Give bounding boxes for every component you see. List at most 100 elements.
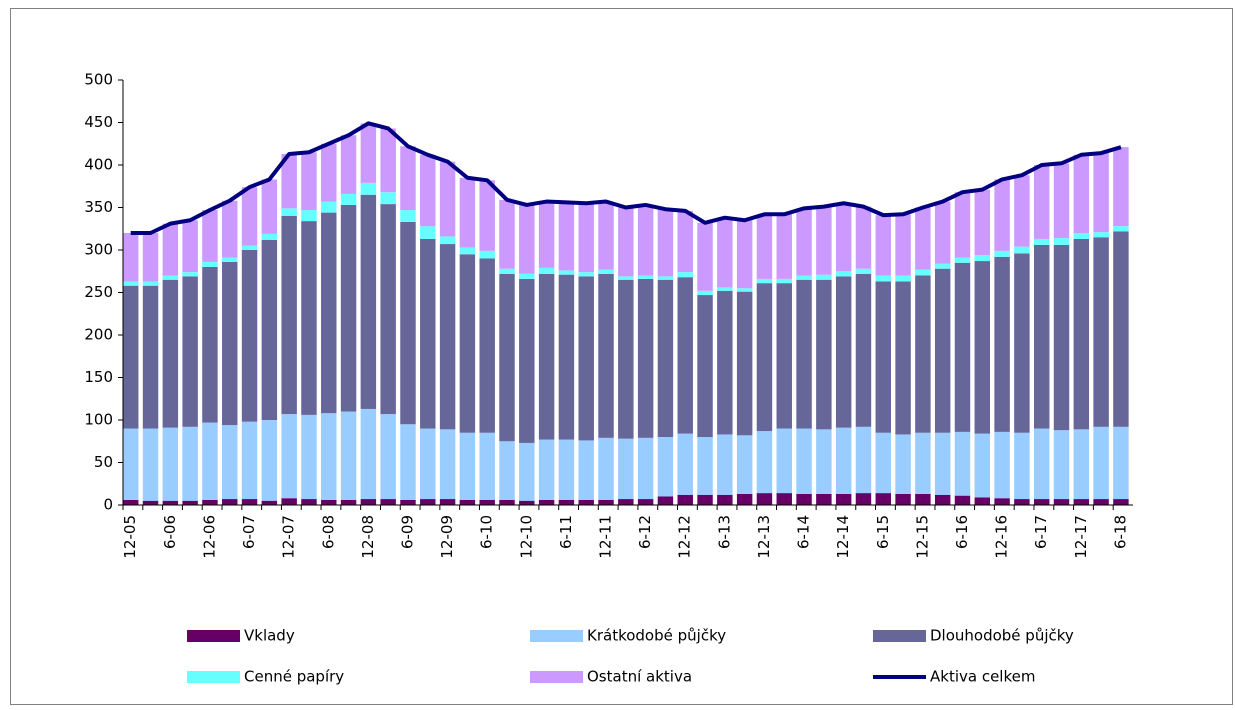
bar-segment [915,207,931,270]
legend-swatch [530,630,583,642]
bar-segment [994,431,1010,499]
bar-segment [479,499,495,505]
bar-segment [1033,499,1050,505]
bar-segment [736,291,753,436]
bar-segment [1113,426,1129,500]
bar-segment [657,496,674,505]
bar-segment [301,221,317,415]
bar-segment [776,428,792,494]
bar-segment [637,499,654,505]
bar-segment [816,429,832,494]
bar-segment [321,413,337,500]
x-tick-label: 12-14 [834,515,852,559]
bar-segment [1093,232,1109,238]
bar-segment [400,221,416,425]
bar-segment [598,269,614,274]
bar-segment [499,441,515,500]
bar-segment [657,279,674,437]
bar-segment [1113,147,1129,227]
bar-segment [855,206,872,269]
bar-segment [915,432,931,494]
bar-segment [519,442,535,501]
bar-segment [637,204,654,276]
bar-segment [637,275,654,279]
bar-segment [241,499,258,505]
bar-segment [697,222,713,291]
bar-segment [954,257,971,263]
bar-segment [796,208,812,276]
total-line [130,121,1122,235]
bar-segment [895,281,911,435]
bar-segment [1073,154,1090,233]
bar-segment [677,494,693,505]
bar-segment [360,499,377,505]
bar-segment [915,493,931,505]
bar-segment [281,208,297,216]
legend-label: Cenné papíry [244,668,344,686]
legend-label: Krátkodobé půjčky [587,627,726,645]
bar-segment [202,261,218,267]
x-tick-label: 12-08 [359,515,377,559]
bar-segment [578,499,594,505]
bar-segment [875,275,891,282]
bar-segment [558,499,575,505]
bar-segment [261,420,278,501]
bar-segment [618,438,634,500]
x-tick-label: 12-05 [121,515,139,559]
bar-segment [717,434,733,495]
bar-segment [855,268,872,274]
bar-segment [519,500,535,505]
bar-segment [479,250,495,259]
bar-segment [875,493,891,505]
bar-segment [994,250,1010,257]
bar-segment [538,499,555,505]
bar-segment [142,233,159,282]
bar-segment [618,276,634,280]
bar-segment [816,279,832,430]
x-tick-label: 12-15 [913,515,931,559]
x-tick-label: 6-17 [1032,515,1050,549]
y-tick-label: 200 [84,326,113,344]
bar-segment [360,123,377,183]
bar-segment [380,128,396,193]
bar-segment [934,494,951,505]
bar-segment [1014,246,1030,254]
bar-segment [558,202,575,271]
bar-segment [162,427,179,501]
legend-swatch [873,630,926,642]
legend-swatch [530,671,583,683]
bar-segment [915,275,931,433]
bar-segment [1073,429,1090,500]
bar-segment [1033,428,1050,500]
bar-segment [1053,244,1070,431]
bar-segment [123,428,139,500]
bar-segment [1053,430,1070,500]
bar-segment [697,437,713,495]
bar-segment [974,497,991,505]
bar-segment [875,281,891,433]
bar-segment [321,143,337,202]
x-tick-label: 6-15 [874,515,892,549]
x-tick-label: 12-10 [517,515,535,559]
bar-segment [974,261,991,434]
bar-segment [895,434,911,494]
bar-segment [934,201,951,264]
bar-segment [855,426,872,494]
bar-segment [340,499,357,505]
bar-segment [380,204,396,415]
bar-segment [499,268,515,274]
bar-segment [162,279,179,428]
bar-segment [637,278,654,438]
bar-segment [816,493,832,505]
bar-segment [736,435,753,494]
bar-segment [756,214,773,279]
bar-segment [162,275,179,280]
bar-segment [340,135,357,194]
bar-segment [816,274,832,280]
bar-segment [538,201,555,268]
bar-segment [1073,233,1090,239]
bar-segment [261,179,278,234]
bar-segment [697,494,713,505]
bar-segment [420,238,436,429]
